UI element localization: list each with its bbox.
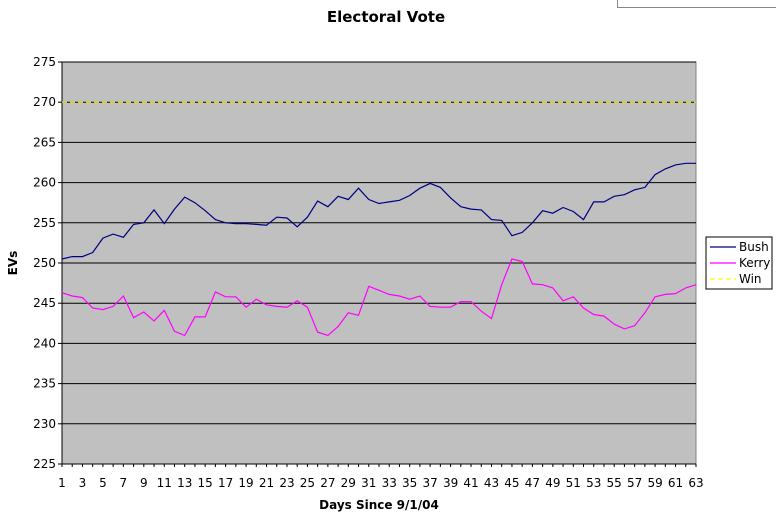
x-axis-label: Days Since 9/1/04	[319, 498, 439, 512]
x-tick-label: 13	[177, 476, 192, 490]
y-tick-label: 230	[33, 417, 56, 431]
x-tick-label: 61	[668, 476, 683, 490]
legend-label-bush: Bush	[739, 240, 769, 254]
window-edge	[617, 0, 776, 8]
x-tick-label: 3	[79, 476, 87, 490]
x-tick-label: 57	[627, 476, 642, 490]
series-line-bush	[61, 162, 696, 260]
x-tick-label: 47	[525, 476, 540, 490]
x-tick-label: 15	[198, 476, 213, 490]
x-tick-label: 45	[504, 476, 519, 490]
x-tick-label: 25	[300, 476, 315, 490]
x-tick-label: 35	[402, 476, 417, 490]
x-tick-label: 37	[422, 476, 437, 490]
x-tick-label: 31	[361, 476, 376, 490]
y-tick-label: 235	[33, 377, 56, 391]
x-tick-label: 29	[341, 476, 356, 490]
y-tick-label: 245	[33, 296, 56, 310]
x-tick-label: 49	[545, 476, 560, 490]
x-tick-label: 21	[259, 476, 274, 490]
y-tick-label: 250	[33, 256, 56, 270]
y-tick-label: 265	[33, 135, 56, 149]
x-tick-label: 27	[320, 476, 335, 490]
x-tick-label: 23	[279, 476, 294, 490]
x-tick-label: 41	[463, 476, 478, 490]
x-tick-label: 63	[688, 476, 703, 490]
y-tick-label: 275	[33, 55, 56, 69]
y-tick-label: 260	[33, 176, 56, 190]
x-tick-label: 19	[238, 476, 253, 490]
x-tick-label: 11	[157, 476, 172, 490]
x-tick-label: 53	[586, 476, 601, 490]
series-line-kerry	[61, 258, 697, 337]
x-tick-label: 5	[99, 476, 107, 490]
y-axis-label: EVs	[6, 251, 20, 276]
x-tick-label: 55	[607, 476, 622, 490]
x-tick-label: 1	[58, 476, 66, 490]
x-tick-label: 59	[647, 476, 662, 490]
x-tick-label: 39	[443, 476, 458, 490]
x-tick-label: 7	[120, 476, 128, 490]
y-tick-label: 240	[33, 336, 56, 350]
y-tick-label: 225	[33, 457, 56, 471]
y-tick-label: 270	[33, 95, 56, 109]
x-tick-label: 51	[566, 476, 581, 490]
chart-title: Electoral Vote	[327, 8, 445, 26]
x-tick-label: 17	[218, 476, 233, 490]
legend-label-win: Win	[739, 272, 762, 286]
x-tick-label: 43	[484, 476, 499, 490]
x-tick-label: 33	[382, 476, 397, 490]
legend-label-kerry: Kerry	[739, 256, 770, 270]
x-tick-label: 9	[140, 476, 148, 490]
y-tick-label: 255	[33, 216, 56, 230]
